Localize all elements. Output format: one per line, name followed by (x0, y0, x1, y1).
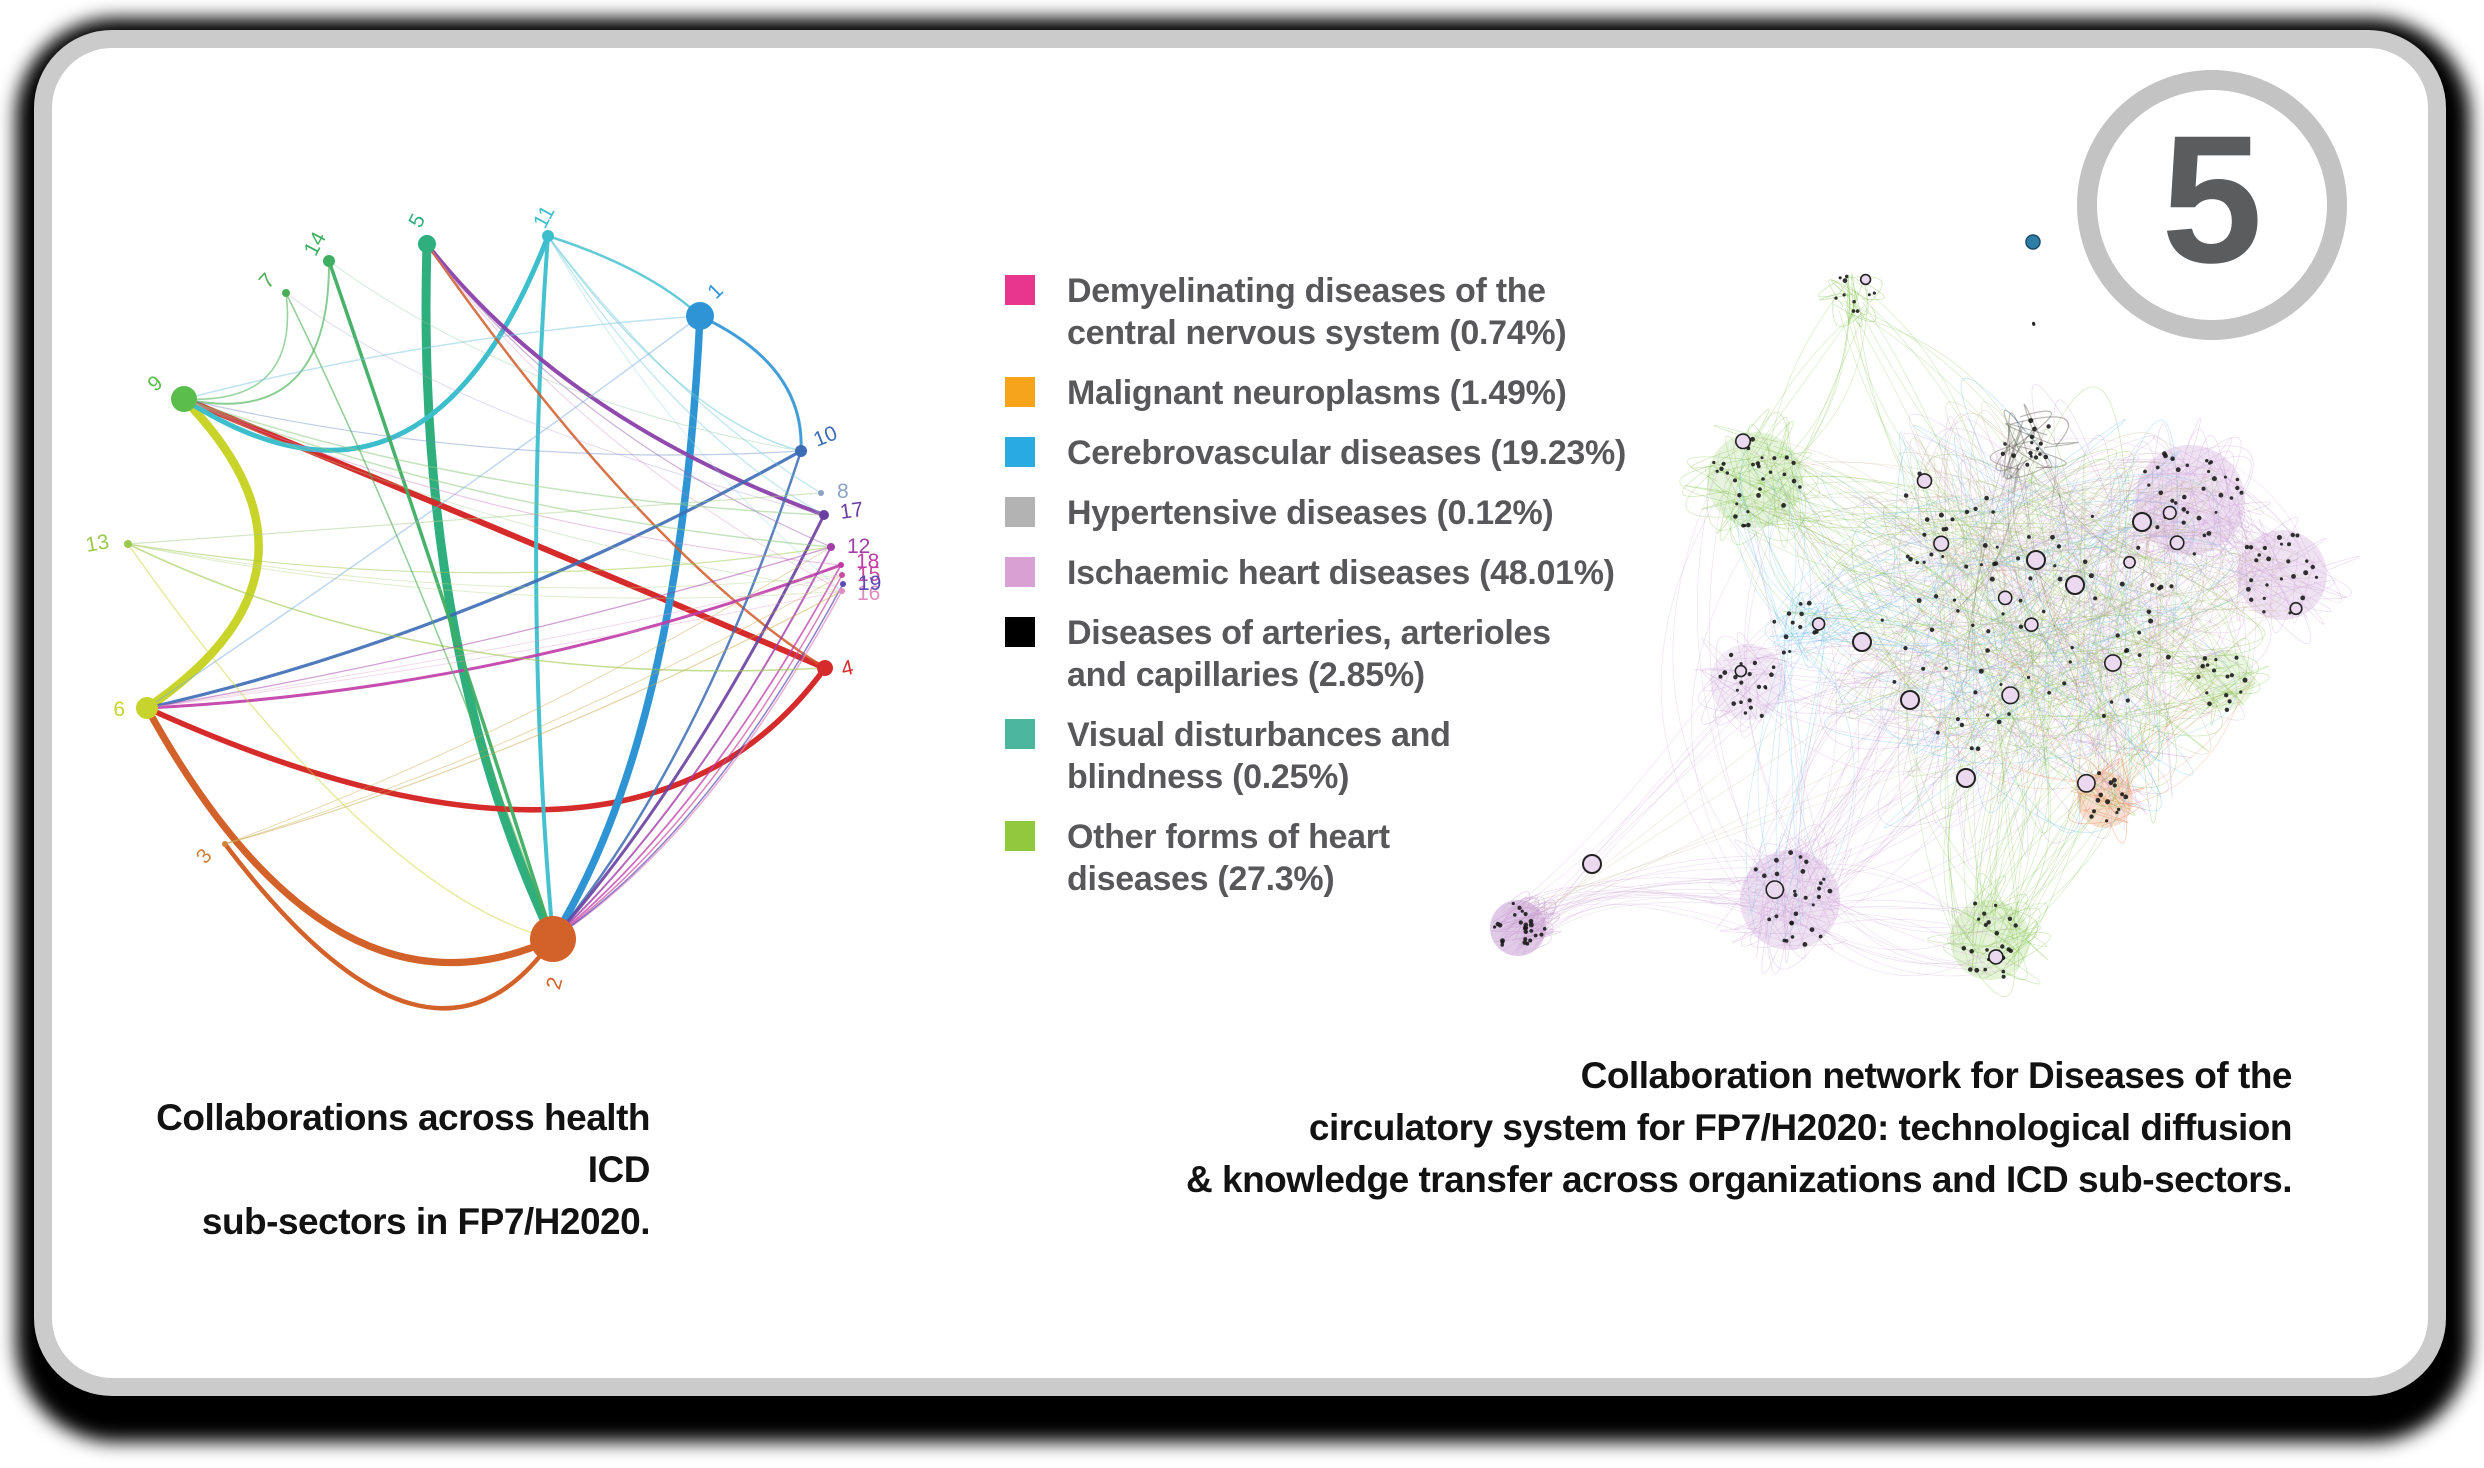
left-figure-caption: Collaborations across health ICD sub-sec… (156, 1097, 650, 1242)
legend-label: Ischaemic heart diseases (48.01%) (1067, 554, 1615, 592)
legend-item-3: Hypertensive diseases (0.12%) (1005, 492, 1645, 534)
legend: Demyelinating diseases of the central ne… (1005, 270, 1645, 900)
legend-swatch (1005, 557, 1035, 587)
legend-label: Other forms of heart diseases (27.3%) (1067, 818, 1390, 898)
legend-label: Visual disturbances and blindness (0.25%… (1067, 716, 1451, 796)
legend-swatch (1005, 497, 1035, 527)
legend-swatch (1005, 617, 1035, 647)
right-figure-caption: Collaboration network for Diseases of th… (1186, 1055, 2293, 1200)
legend-item-2: Cerebrovascular diseases (19.23%) (1005, 432, 1645, 474)
legend-swatch (1005, 719, 1035, 749)
legend-label: Hypertensive diseases (0.12%) (1067, 494, 1554, 532)
legend-swatch (1005, 275, 1035, 305)
legend-item-5: Diseases of arteries, arterioles and cap… (1005, 612, 1645, 696)
legend-swatch (1005, 377, 1035, 407)
legend-label: Cerebrovascular diseases (19.23%) (1067, 434, 1626, 472)
legend-swatch (1005, 821, 1035, 851)
figure-number: 5 (2161, 97, 2263, 301)
legend-swatch (1005, 437, 1035, 467)
legend-item-7: Other forms of heart diseases (27.3%) (1005, 816, 1645, 900)
legend-label: Demyelinating diseases of the central ne… (1067, 272, 1567, 352)
legend-label: Diseases of arteries, arterioles and cap… (1067, 614, 1551, 694)
figure-card: 5 Demyelinating diseases of the central … (34, 30, 2446, 1396)
legend-item-6: Visual disturbances and blindness (0.25%… (1005, 714, 1645, 798)
legend-item-1: Malignant neuroplasms (1.49%) (1005, 372, 1645, 414)
legend-item-0: Demyelinating diseases of the central ne… (1005, 270, 1645, 354)
figure-number-badge: 5 (2077, 70, 2347, 340)
legend-item-4: Ischaemic heart diseases (48.01%) (1005, 552, 1645, 594)
legend-label: Malignant neuroplasms (1.49%) (1067, 374, 1567, 412)
